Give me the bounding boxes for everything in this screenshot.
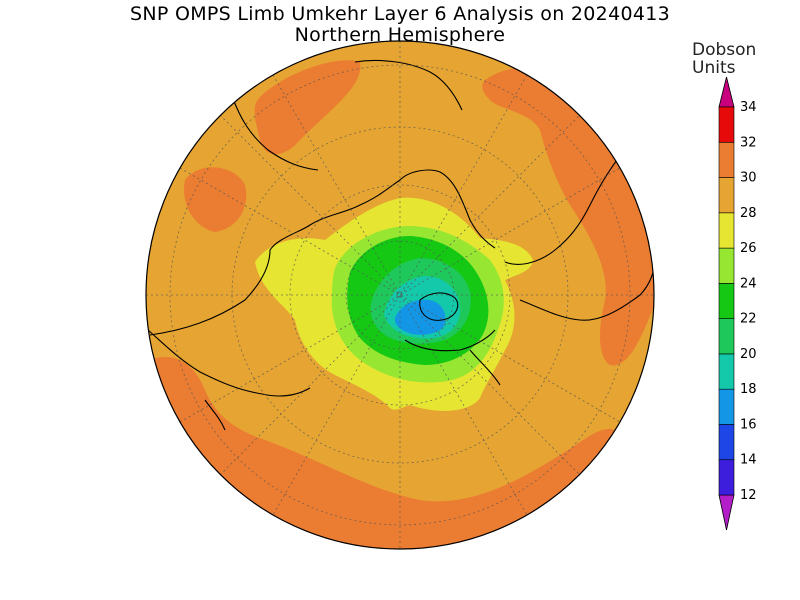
colorbar-tick-label: 24 — [740, 276, 757, 291]
colorbar-tick-label: 14 — [740, 453, 757, 468]
colorbar-swatch — [718, 388, 735, 425]
colorbar-tick-label: 26 — [740, 241, 757, 256]
colorbar-tick-label: 34 — [740, 100, 757, 115]
colorbar-under-triangle — [718, 494, 735, 531]
graticule — [146, 41, 654, 549]
latitude-circle — [169, 64, 631, 526]
colorbar-swatch — [718, 283, 735, 319]
colorbar-units-label-2: Units — [692, 58, 736, 78]
colorbar-tick-label: 28 — [740, 206, 757, 221]
coastline-arctic-islands — [419, 292, 459, 321]
colorbar-swatch — [718, 424, 735, 461]
coastline-america-east — [519, 257, 654, 321]
latitude-circle — [345, 240, 455, 350]
colorbar-tick-label: 18 — [740, 382, 757, 397]
colorbar-swatch — [718, 177, 735, 214]
colorbar-over-triangle — [718, 76, 735, 108]
coastline-europe — [147, 329, 311, 397]
coastline-hudson — [469, 349, 501, 386]
colorbar-tick-label: 12 — [740, 488, 757, 503]
contour-band-30-32 — [148, 356, 616, 549]
coastline-asia-north — [354, 59, 463, 111]
coastline-greenland — [404, 329, 496, 352]
map-title: SNP OMPS Limb Umkehr Layer 6 Analysis on… — [129, 3, 671, 25]
map-subtitle: Northern Hemisphere — [294, 24, 506, 46]
map-border — [145, 40, 655, 550]
coastline-north-america — [504, 149, 626, 265]
coastline-pacific — [231, 95, 319, 171]
latitude-circle — [289, 184, 511, 406]
colorbar-units-label: Dobson — [692, 40, 757, 60]
colorbar-swatch — [718, 459, 735, 496]
contour-band-16-18 — [394, 299, 446, 335]
contour-band-30-32 — [254, 60, 361, 155]
coastline-eurasia — [149, 169, 496, 336]
colorbar-tick-label: 20 — [740, 347, 757, 362]
colorbar-swatch — [718, 212, 735, 249]
colorbar-tick-label: 16 — [740, 417, 757, 432]
contour-band-30-32 — [184, 167, 247, 232]
colorbar-swatch — [718, 353, 735, 390]
colorbar-tick-label: 30 — [740, 171, 757, 186]
colorbar-swatch — [718, 106, 735, 143]
polar-map — [146, 41, 654, 549]
colorbar-tick-label: 22 — [740, 312, 757, 327]
colorbar-tick-label: 32 — [740, 135, 757, 150]
colorbar-swatch — [718, 247, 735, 284]
colorbar-swatch — [718, 141, 735, 178]
coastlines — [147, 59, 654, 431]
colorbar-swatch — [718, 318, 735, 355]
coastline-japan — [204, 399, 226, 431]
colorbar: 12 14 16 18 20 22 24 26 28 30 32 34 — [718, 76, 757, 531]
